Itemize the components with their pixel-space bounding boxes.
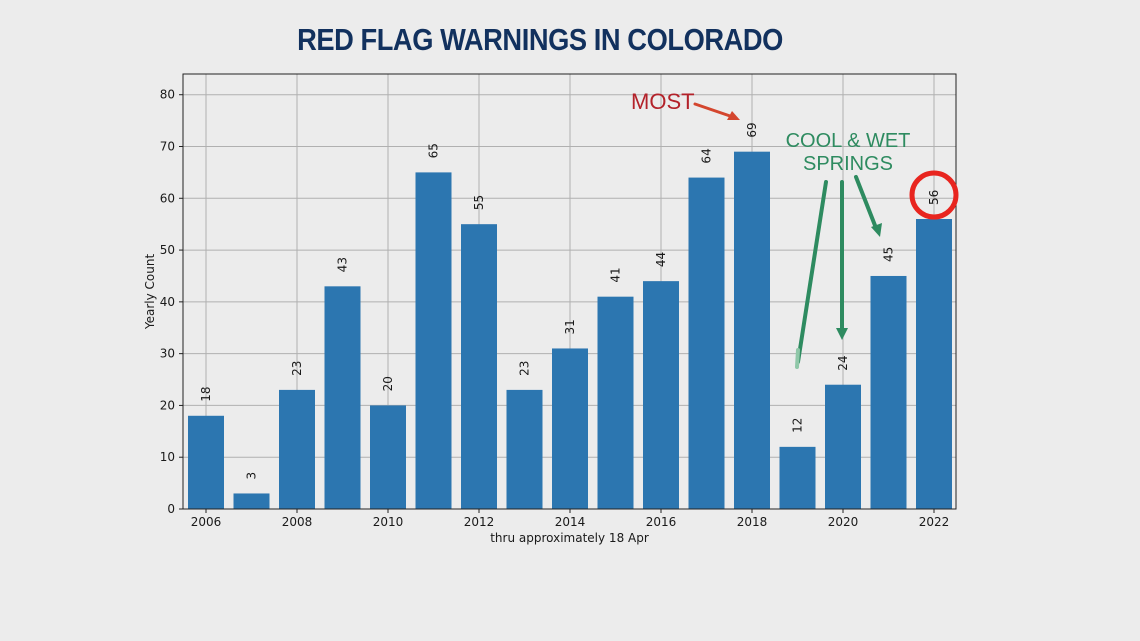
bar-2018 [734, 151, 770, 509]
x-tick-label: 2018 [737, 515, 768, 529]
y-tick-label: 0 [167, 502, 175, 516]
annotation-most-arrowhead [727, 111, 740, 120]
y-axis-label: Yearly Count [143, 254, 157, 331]
data-label-2018: 69 [745, 122, 759, 137]
chart-title: RED FLAG WARNINGS IN COLORADO [297, 22, 783, 57]
data-label-2009: 43 [336, 257, 350, 272]
bar-2008 [279, 389, 315, 509]
data-label-2006: 18 [199, 387, 213, 402]
data-label-2013: 23 [518, 361, 532, 376]
y-tick-label: 20 [160, 398, 175, 412]
x-tick-label: 2010 [373, 515, 404, 529]
bar-2007 [233, 493, 270, 509]
x-tick-label: 2020 [828, 515, 859, 529]
y-tick-label: 80 [160, 88, 175, 102]
bar-2014 [552, 348, 588, 509]
x-tick-label: 2006 [191, 515, 222, 529]
data-label-2019: 12 [791, 418, 805, 433]
x-tick-label: 2022 [919, 515, 950, 529]
annotation-most-arrow [693, 102, 735, 119]
data-label-2010: 20 [381, 376, 395, 391]
bar-2012 [461, 224, 497, 509]
x-tick-label: 2014 [555, 515, 586, 529]
bar-2015 [597, 296, 634, 509]
x-axis-label: thru approximately 18 Apr [490, 531, 649, 545]
bar-2017 [688, 177, 725, 510]
x-tick-label: 2012 [464, 515, 495, 529]
bar-2006 [188, 415, 224, 509]
bar-2022 [916, 219, 952, 509]
annotation-cool-line1: COOL & WET [786, 130, 911, 152]
data-label-2014: 31 [563, 319, 577, 334]
annotation-cool-arrowhead-2 [836, 328, 848, 340]
data-label-2017: 64 [700, 148, 714, 163]
bar-2021 [870, 275, 907, 509]
annotation-cool-arrowhead-3 [871, 223, 882, 237]
data-label-2012: 55 [472, 195, 486, 210]
annotation-cool-line2: SPRINGS [803, 153, 893, 175]
bar-2020 [825, 384, 861, 509]
data-label-2015: 41 [609, 267, 623, 282]
annotation-cool-arrow-3 [854, 175, 878, 230]
data-label-2020: 24 [836, 355, 850, 370]
data-label-2011: 65 [427, 143, 441, 158]
y-tick-label: 60 [160, 191, 175, 205]
y-tick-label: 30 [160, 347, 175, 361]
annotation-most: MOST [631, 89, 695, 114]
data-label-2016: 44 [654, 252, 668, 267]
bar-2016 [643, 281, 679, 509]
annotation-cool-arrow-1-tail [795, 348, 800, 369]
y-tick-label: 40 [160, 295, 175, 309]
data-label-2007: 3 [245, 472, 259, 480]
x-tick-label: 2016 [646, 515, 677, 529]
x-tick-label: 2008 [282, 515, 313, 529]
data-label-2021: 45 [882, 247, 896, 262]
bar-2009 [324, 286, 361, 509]
bar-2010 [370, 405, 406, 509]
bar-2011 [415, 172, 452, 509]
annotation-cool-arrow-1 [796, 180, 828, 364]
y-tick-label: 10 [160, 450, 175, 464]
y-tick-label: 50 [160, 243, 175, 257]
data-label-2008: 23 [290, 361, 304, 376]
data-label-2022: 56 [927, 190, 941, 205]
bar-2019 [779, 446, 816, 509]
highlight-circle-2022 [909, 170, 959, 220]
y-tick-label: 70 [160, 140, 175, 154]
bar-2013 [506, 389, 543, 509]
